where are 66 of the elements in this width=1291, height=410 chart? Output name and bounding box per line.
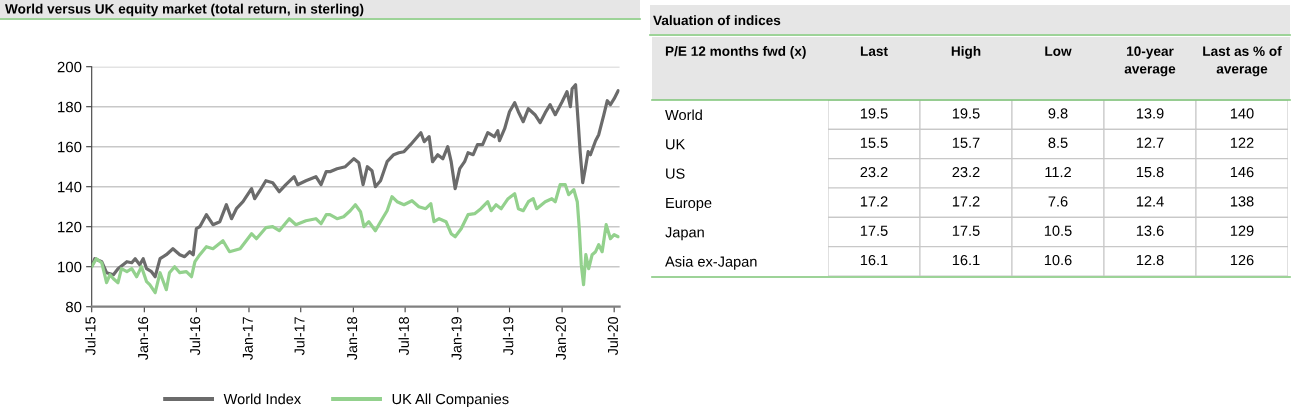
x-tick-label: Last as % of average: [1203, 46, 1282, 77]
x-tick-label: Jan-18: [347, 317, 358, 360]
data-label: 129: [1230, 225, 1254, 236]
y-tick-label: Japan: [665, 227, 704, 241]
y-tick-label: World: [665, 109, 702, 121]
line-series: [91, 83, 620, 279]
data-label: 12.8: [1136, 254, 1164, 266]
y-tick-label: Asia ex-Japan: [665, 256, 757, 270]
x-tick-label: 10-year average: [1124, 46, 1176, 77]
x-tick-label: Last: [860, 46, 888, 56]
data-label: 15.5: [860, 137, 888, 148]
data-label: 16.1: [860, 254, 888, 266]
x-tick-label: Jul-19: [502, 317, 514, 356]
y-tick-label: UK: [666, 139, 686, 150]
data-label: 10.6: [1044, 254, 1072, 266]
data-label: 17.5: [952, 225, 980, 236]
data-label: 19.5: [952, 108, 980, 119]
data-label: 9.8: [1048, 108, 1068, 119]
data-label: 12.7: [1136, 137, 1164, 148]
x-tick-label: Jan-19: [451, 317, 462, 360]
data-label: 11.2: [1045, 166, 1071, 178]
data-label: 23.2: [952, 166, 980, 178]
chart-title: World versus UK equity market (total return, in sterling): [5, 3, 364, 17]
y-tick-label: 180: [58, 101, 82, 113]
y-axis-title: P/E 12 months fwd (x): [665, 46, 806, 59]
data-label: 8.5: [1048, 137, 1068, 148]
x-tick-label: Jan-16: [138, 317, 149, 360]
x-tick-label: Jul-18: [398, 317, 409, 356]
x-tick-label: Jan-17: [242, 317, 253, 360]
data-label: 19.5: [860, 108, 888, 119]
data-label: 17.2: [860, 196, 888, 207]
data-label: 122: [1230, 137, 1254, 148]
legend-label: World Index: [223, 393, 301, 405]
data-label: 13.9: [1136, 108, 1164, 119]
data-label: 7.6: [1048, 196, 1068, 207]
text: Valuation of indices: [653, 15, 781, 26]
data-label: 140: [1230, 108, 1254, 119]
data-label: 10.5: [1044, 225, 1072, 236]
data-label: 12.4: [1136, 196, 1164, 207]
data-label: 23.2: [860, 166, 888, 178]
y-tick-label: Europe: [666, 197, 712, 211]
data-label: 13.6: [1136, 225, 1164, 236]
y-tick-label: 140: [58, 181, 82, 193]
y-tick-label: 100: [58, 261, 82, 273]
legend-label: UK All Companies: [392, 393, 509, 408]
y-tick-label: 160: [58, 141, 82, 153]
data-label: 146: [1230, 166, 1254, 178]
x-tick-label: Low: [1045, 46, 1072, 56]
data-label: 17.5: [860, 225, 888, 236]
y-tick-label: US: [666, 168, 685, 179]
x-tick-label: Jul-15: [85, 317, 96, 356]
data-label: 15.8: [1136, 166, 1164, 178]
line-series: [91, 183, 620, 295]
data-label: 16.1: [952, 254, 980, 266]
x-tick-label: Jul-16: [189, 317, 201, 356]
x-tick-label: Jan-20: [555, 316, 566, 360]
y-tick-label: 120: [58, 221, 82, 233]
data-label: 138: [1230, 196, 1254, 207]
y-tick-label: 200: [57, 61, 82, 73]
x-tick-label: High: [951, 46, 981, 59]
y-tick-label: 80: [65, 301, 82, 313]
data-label: 126: [1230, 254, 1254, 266]
data-label: 17.2: [952, 196, 980, 207]
x-tick-label: Jul-20: [607, 316, 619, 356]
x-tick-label: Jul-17: [294, 317, 305, 356]
data-label: 15.7: [952, 137, 980, 148]
